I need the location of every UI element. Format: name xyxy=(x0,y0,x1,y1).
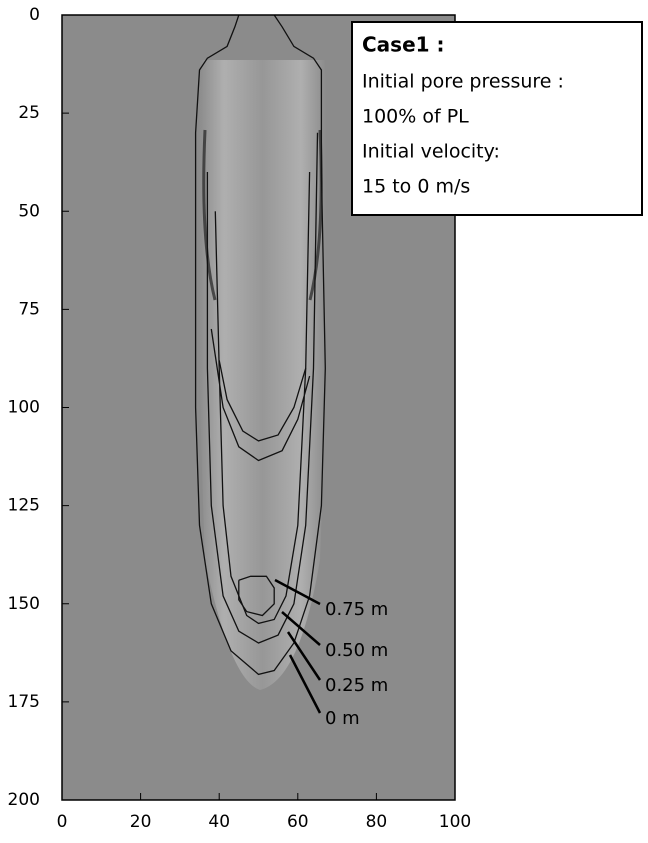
x-tick-label: 40 xyxy=(208,812,230,832)
y-tick-label: 175 xyxy=(8,692,40,712)
contour-label: 0.25 m xyxy=(325,675,388,696)
annotation-title: Case1 : xyxy=(362,33,445,57)
shaded-region xyxy=(198,60,327,690)
label-leader xyxy=(288,654,322,714)
annotation-line: 100% of PL xyxy=(362,106,469,128)
label-leader xyxy=(286,631,322,681)
x-tick-label: 100 xyxy=(439,812,471,832)
annotation-line: 15 to 0 m/s xyxy=(362,176,470,198)
annotation-line: Initial pore pressure : xyxy=(362,71,564,93)
label-leader xyxy=(281,611,321,646)
y-tick-label: 50 xyxy=(18,201,40,221)
contours xyxy=(194,15,326,676)
shading xyxy=(198,60,327,690)
y-tick-label: 0 xyxy=(29,5,40,25)
y-tick-label: 150 xyxy=(8,594,40,614)
contour-label: 0.75 m xyxy=(325,599,388,620)
y-tick-label: 75 xyxy=(18,299,40,319)
x-tick-label: 60 xyxy=(287,812,309,832)
annotation-line: Initial velocity: xyxy=(362,141,500,163)
y-tick-label: 25 xyxy=(18,103,40,123)
x-tick-label: 20 xyxy=(130,812,152,832)
annotation-box xyxy=(351,21,643,216)
y-tick-label: 125 xyxy=(8,496,40,516)
contour-label: 0 m xyxy=(325,708,360,729)
contour-line xyxy=(210,171,311,625)
label-leader xyxy=(274,578,321,606)
x-tick-label: 80 xyxy=(366,812,388,832)
x-tick-label: 0 xyxy=(57,812,68,832)
contour-line xyxy=(194,15,326,676)
y-tick-label: 100 xyxy=(8,398,40,418)
contour-line xyxy=(206,132,319,644)
y-tick-label: 200 xyxy=(8,790,40,810)
contour-label: 0.50 m xyxy=(325,640,388,661)
